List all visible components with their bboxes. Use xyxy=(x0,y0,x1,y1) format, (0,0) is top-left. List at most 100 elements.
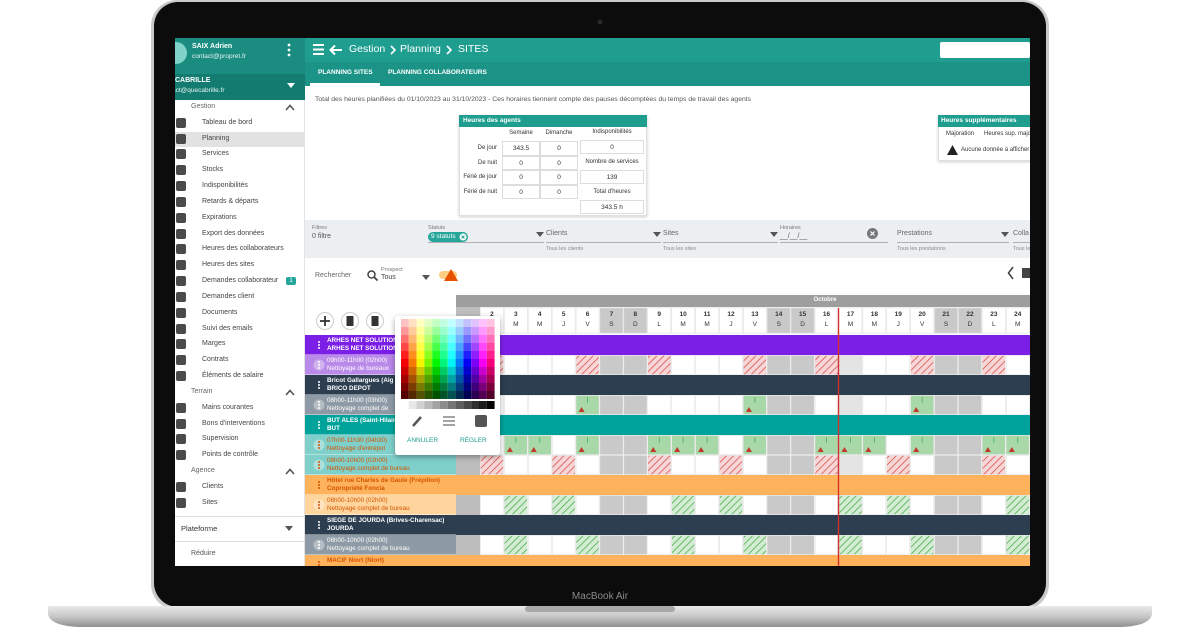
planning-cell xyxy=(982,395,1006,415)
service-time[interactable]: 08h00-10h00 (02h00) xyxy=(327,457,388,464)
site-title[interactable]: MACIF Niort (Niort) xyxy=(327,557,385,564)
swatch xyxy=(455,391,464,399)
swatch xyxy=(447,327,456,335)
menu-item[interactable]: Mains courantes xyxy=(202,403,254,411)
filter-underline xyxy=(663,242,778,243)
day-letter: M xyxy=(1015,321,1021,328)
planning-cell xyxy=(623,355,648,375)
menu-item[interactable]: Clients xyxy=(202,482,224,490)
dot xyxy=(318,444,320,446)
day-letter: M xyxy=(513,321,519,328)
dot xyxy=(318,407,320,409)
menu-item[interactable]: Export des données xyxy=(202,229,265,237)
tab[interactable]: PLANNING SITES xyxy=(318,69,373,76)
swatch xyxy=(401,367,409,375)
close-x xyxy=(461,235,465,239)
menu-item[interactable]: Planning xyxy=(202,134,230,142)
day-number: 6 xyxy=(585,311,590,318)
toolbar-button[interactable] xyxy=(366,312,384,330)
menu-section[interactable]: Agence xyxy=(191,467,215,475)
service-time[interactable]: 08h00-10h00 (02h00) xyxy=(327,537,388,544)
planning-cell xyxy=(982,355,1006,375)
menu-icon xyxy=(176,481,186,492)
toolbar-button[interactable] xyxy=(341,312,359,330)
site-subtitle: ARHES NET SOLUTION xyxy=(327,345,398,352)
menu-item[interactable]: Heures des collaborateurs xyxy=(202,245,284,253)
dot xyxy=(318,487,320,489)
triangle xyxy=(947,145,958,155)
menu-item[interactable]: Retards & départs xyxy=(202,197,259,205)
breadcrumb-item[interactable]: Planning xyxy=(400,43,441,55)
planning-cell xyxy=(480,455,504,475)
menu-item[interactable]: Demandes client xyxy=(202,292,255,300)
service-time[interactable]: 08h00-10h00 (02h00) xyxy=(327,497,388,504)
platform[interactable]: Plateforme xyxy=(181,524,218,533)
search-label[interactable]: Rechercher xyxy=(315,272,352,279)
site-subtitle: Copropriété Foncia xyxy=(327,485,385,492)
site-title[interactable]: BUT ALES (Saint-Hilair xyxy=(327,417,396,424)
menu-item[interactable]: Expirations xyxy=(202,213,237,221)
filter-placeholder[interactable]: Prestations xyxy=(897,230,933,237)
planning-cell xyxy=(504,435,528,455)
swatch xyxy=(416,391,425,399)
swatch xyxy=(463,327,472,335)
menu-item[interactable]: Points de contrôle xyxy=(202,451,259,459)
service-time[interactable]: 07h00-11h30 (04h30) xyxy=(327,437,388,444)
menu-section[interactable]: Terrain xyxy=(191,387,213,395)
site-title[interactable]: ARHES NET SOLUTION xyxy=(327,337,398,344)
day-letter: J xyxy=(729,321,733,328)
planning-cell xyxy=(575,535,600,555)
swatch xyxy=(440,375,448,383)
filter-placeholder[interactable]: Colla xyxy=(1013,230,1029,237)
day-letter: J xyxy=(562,321,566,328)
menu-item[interactable]: Indisponibilités xyxy=(202,182,248,190)
swatch xyxy=(479,351,487,359)
picker-cancel[interactable]: ANNULER xyxy=(407,437,439,444)
swatch xyxy=(440,383,448,391)
menu-section[interactable]: Gestion xyxy=(191,103,216,110)
swatch xyxy=(432,359,440,367)
breadcrumb-item[interactable]: SITES xyxy=(458,43,489,55)
menu-item[interactable]: Supervision xyxy=(202,435,239,443)
filter-placeholder[interactable]: Clients xyxy=(546,230,568,237)
prospect-value[interactable]: Tous xyxy=(381,274,396,281)
menu-item[interactable]: Heures des sites xyxy=(202,261,255,269)
filter-value[interactable]: __/__/__ xyxy=(780,233,808,240)
service-time[interactable]: 09h00-11h00 (02h00) xyxy=(327,357,388,364)
menu-item[interactable]: Stocks xyxy=(202,166,224,174)
laptop-base xyxy=(48,606,1152,627)
menu-item[interactable]: Bons d'interventions xyxy=(202,419,265,427)
planning-cell xyxy=(886,535,910,555)
agents-cell: 0 xyxy=(502,155,540,170)
breadcrumb-item[interactable]: Gestion xyxy=(349,43,386,55)
site-title[interactable]: Hôtel rue Charles de Gaule (Frépillon) xyxy=(327,477,441,484)
dot xyxy=(318,361,320,363)
menu-item[interactable]: Éléments de salaire xyxy=(202,372,264,380)
menu-item[interactable]: Services xyxy=(202,150,229,158)
day-number: 17 xyxy=(846,311,855,318)
filter-placeholder[interactable]: Sites xyxy=(663,230,679,237)
menu-item[interactable]: Contrats xyxy=(202,356,229,364)
picker-apply[interactable]: RÉGLER xyxy=(460,437,487,444)
alert-toggle xyxy=(439,269,458,281)
filter-chip[interactable]: 9 statuts xyxy=(428,232,468,242)
dot xyxy=(318,524,320,526)
menu-item[interactable]: Sites xyxy=(202,498,218,506)
planning-cell xyxy=(910,495,934,515)
site-title[interactable]: SIEGE DE JOURDA (Brives-Charensac) xyxy=(327,517,445,524)
menu-item[interactable]: Marges xyxy=(202,340,226,348)
service-time[interactable]: 08h00-11h00 (03h00) xyxy=(327,397,388,404)
site-title[interactable]: Bricot Gallargues (Aig xyxy=(327,377,394,384)
menu-item[interactable]: Tableau de bord xyxy=(202,118,253,126)
collapse[interactable]: Réduire xyxy=(191,550,216,557)
row-menu-icon xyxy=(318,381,320,389)
camera xyxy=(597,19,603,25)
toolbar-button[interactable] xyxy=(316,312,334,330)
planning-cell xyxy=(767,495,791,515)
menu-item[interactable]: Demandes collaborateur xyxy=(202,277,279,285)
filter-value[interactable]: 0 filtre xyxy=(312,233,332,240)
tab[interactable]: PLANNING COLLABORATEURS xyxy=(388,69,487,76)
menu-item[interactable]: Suivi des emails xyxy=(202,324,253,332)
site-subtitle: BRICO DEPOT xyxy=(327,385,371,392)
menu-item[interactable]: Documents xyxy=(202,308,238,316)
